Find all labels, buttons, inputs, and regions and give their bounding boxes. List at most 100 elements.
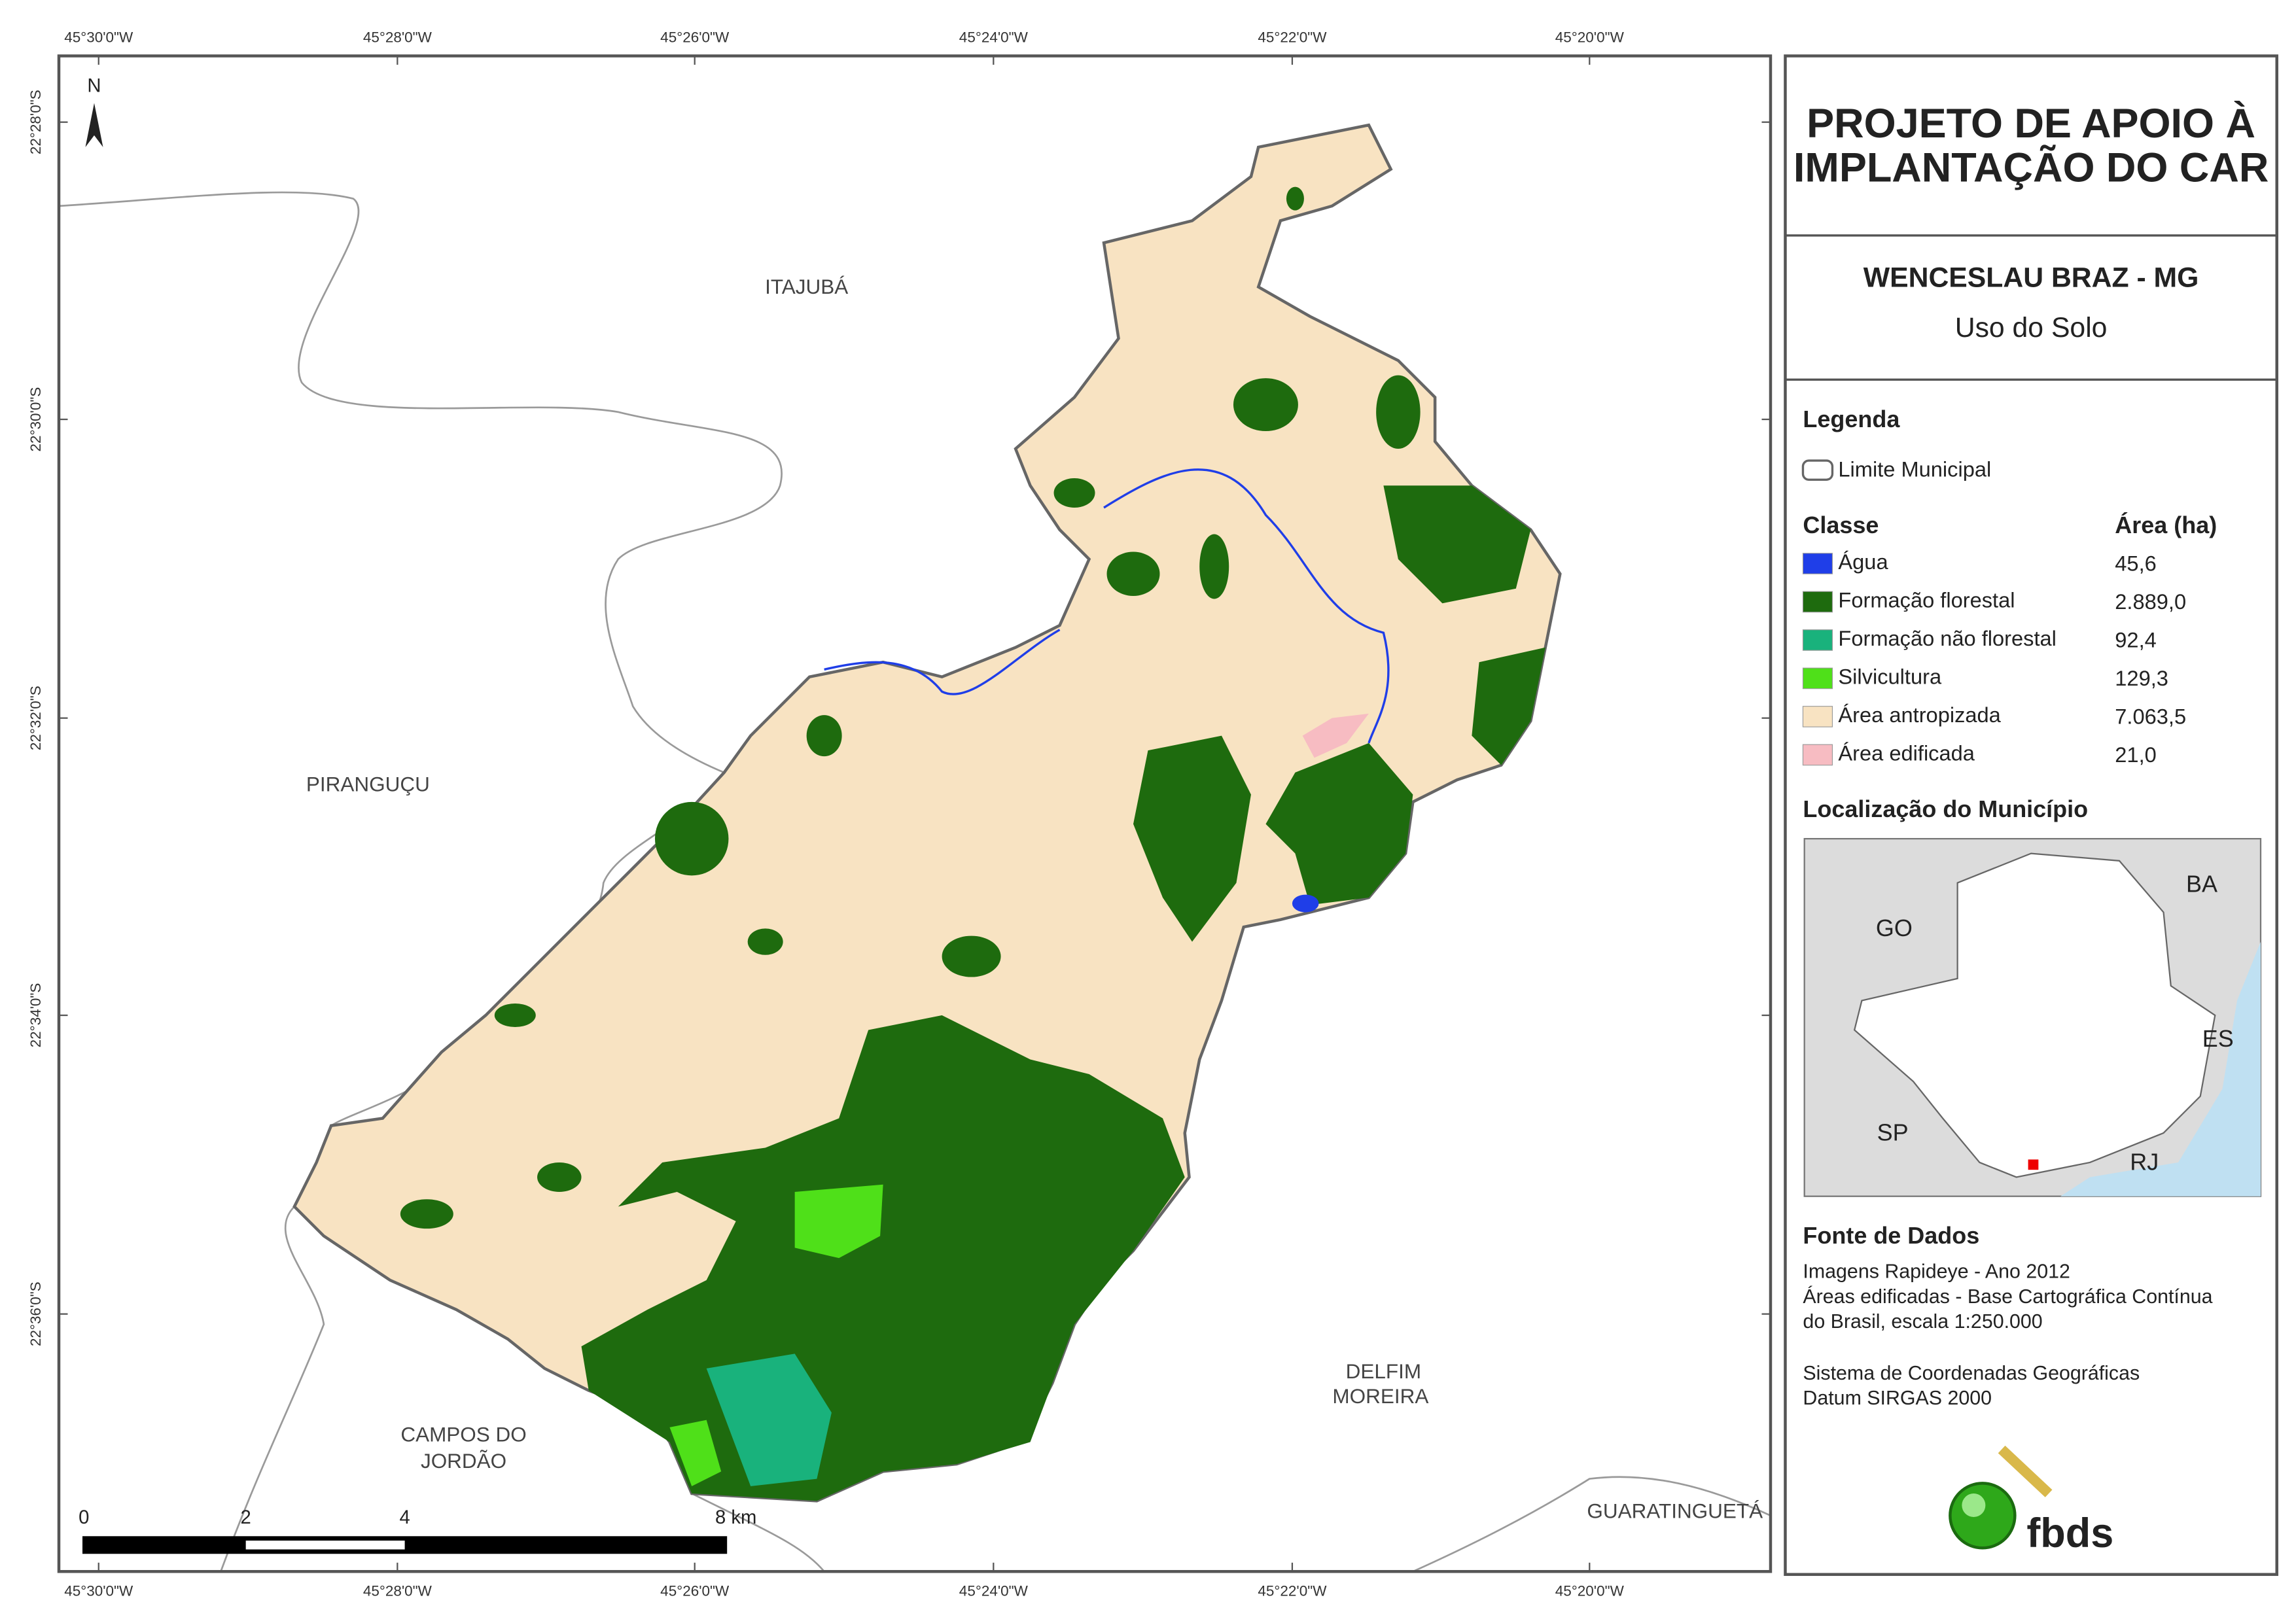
source-line: Datum SIRGAS 2000 <box>1803 1387 1992 1409</box>
legend-column-header: Área (ha) <box>2115 512 2217 538</box>
place-label: GUARATINGUETÁ <box>1587 1499 1763 1523</box>
coord-label: 22°34'0"S <box>27 983 44 1048</box>
scale-label: 4 <box>399 1507 410 1528</box>
logo-circle <box>1949 1482 2017 1550</box>
legend-label: Água <box>1838 550 1888 574</box>
coord-label: 45°24'0"W <box>959 29 1029 45</box>
boundary-line <box>1412 1476 1771 1573</box>
source-line: Sistema de Coordenadas Geográficas <box>1803 1363 2140 1384</box>
coord-label: 45°30'0"W <box>64 1583 133 1599</box>
coord-label: 22°30'0"S <box>27 387 44 452</box>
municipality-name: WENCESLAU BRAZ - MG <box>1863 262 2199 294</box>
place-label: PIRANGUÇU <box>306 772 430 795</box>
logo-highlight <box>1962 1493 1986 1518</box>
boundary-swatch <box>1801 459 1834 481</box>
north-arrow <box>85 103 103 147</box>
municipality-marker <box>2028 1159 2039 1170</box>
legend-swatch <box>1802 591 1833 613</box>
legend-heading: Legenda <box>1803 406 1900 432</box>
place-label: ITAJUBÁ <box>765 275 848 298</box>
panel-border <box>1784 54 2278 1577</box>
forest-patch <box>747 928 783 955</box>
title: PROJETO DE APOIO À <box>1807 101 2255 147</box>
forest-patch <box>1472 647 1545 765</box>
sources-heading: Fonte de Dados <box>1803 1222 1979 1249</box>
silviculture-patch <box>794 1184 883 1259</box>
non-forest-patch <box>706 1353 832 1486</box>
coord-label: 45°20'0"W <box>1555 29 1625 45</box>
forest-patch <box>1286 186 1304 211</box>
scale-bar-segment <box>245 1541 405 1550</box>
forest-patch <box>400 1199 453 1229</box>
legend-label: Limite Municipal <box>1838 457 1991 481</box>
legend-swatch <box>1802 706 1833 727</box>
legend-swatch <box>1802 744 1833 766</box>
forest-patch <box>1199 534 1229 599</box>
state-label: RJ <box>2130 1149 2159 1176</box>
side-panel <box>1784 54 2278 1577</box>
source-line: do Brasil, escala 1:250.000 <box>1803 1311 2042 1333</box>
map-border <box>57 54 1773 1573</box>
place-label: DELFIM <box>1346 1359 1421 1383</box>
legend-swatch <box>1802 553 1833 574</box>
silviculture-patch <box>669 1420 722 1486</box>
location-map <box>1803 837 2262 1197</box>
state-label: GO <box>1876 915 1913 941</box>
legend-label: Silvicultura <box>1838 665 1942 689</box>
legend-swatch <box>1802 667 1833 689</box>
legend-label: Formação não florestal <box>1838 626 2057 650</box>
forest-patch <box>1106 551 1160 596</box>
legend-swatch <box>1802 629 1833 651</box>
neighbor-boundaries <box>58 191 1771 1573</box>
forest-patch <box>806 715 842 757</box>
coord-label: 45°22'0"W <box>1258 1583 1327 1599</box>
place-label: JORDÃO <box>421 1449 506 1473</box>
coord-label: 45°26'0"W <box>660 1583 730 1599</box>
forest-patch <box>537 1162 582 1192</box>
state-mg <box>1853 852 2216 1178</box>
forest-patch <box>1053 478 1095 508</box>
forest-patch <box>654 801 729 876</box>
forest-patch <box>1376 375 1421 449</box>
forest-patch <box>1233 378 1298 432</box>
legend-area: 2.889,0 <box>2115 589 2186 614</box>
legend-area: 129,3 <box>2115 666 2168 690</box>
legend-area: 7.063,5 <box>2115 704 2186 728</box>
boundary-line <box>691 1492 825 1573</box>
forest-patch <box>494 1003 536 1028</box>
ocean <box>2060 941 2261 1196</box>
title: IMPLANTAÇÃO DO CAR <box>1793 145 2269 191</box>
state-label: BA <box>2186 871 2217 898</box>
coord-label: 45°20'0"W <box>1555 1583 1625 1599</box>
legend-label: Formação florestal <box>1838 588 2015 612</box>
coord-label: 22°36'0"S <box>27 1282 44 1346</box>
forest-patch <box>1383 485 1531 604</box>
legend-column-header: Classe <box>1803 512 1879 538</box>
scale-label: 2 <box>241 1507 251 1528</box>
scale-bar <box>82 1536 728 1554</box>
source-line: Imagens Rapideye - Ano 2012 <box>1803 1261 2070 1283</box>
map-frame <box>57 54 1773 1573</box>
logo <box>1949 1445 2053 1550</box>
legend-area: 21,0 <box>2115 742 2156 767</box>
location-heading: Localização do Município <box>1803 795 2088 822</box>
coord-label: 45°28'0"W <box>363 1583 433 1599</box>
state-label: ES <box>2202 1025 2234 1052</box>
scale-label: 8 km <box>715 1507 756 1528</box>
forest-patch <box>942 935 1001 977</box>
coord-label: 45°24'0"W <box>959 1583 1029 1599</box>
boundary-line <box>58 191 783 774</box>
legend-label: Área edificada <box>1838 741 1975 765</box>
river <box>824 468 1390 744</box>
legend-label: Área antropizada <box>1838 703 2001 727</box>
logo-text: fbds <box>2026 1510 2113 1556</box>
coord-label: 45°30'0"W <box>64 29 133 45</box>
coord-label: 22°32'0"S <box>27 686 44 750</box>
built-area <box>1302 713 1369 758</box>
legend-area: 45,6 <box>2115 551 2156 575</box>
place-label: MOREIRA <box>1332 1384 1428 1408</box>
source-line: Áreas edificadas - Base Cartográfica Con… <box>1803 1286 2212 1308</box>
coord-label: 45°28'0"W <box>363 29 433 45</box>
coord-label: 45°26'0"W <box>660 29 730 45</box>
legend-area: 92,4 <box>2115 627 2156 652</box>
